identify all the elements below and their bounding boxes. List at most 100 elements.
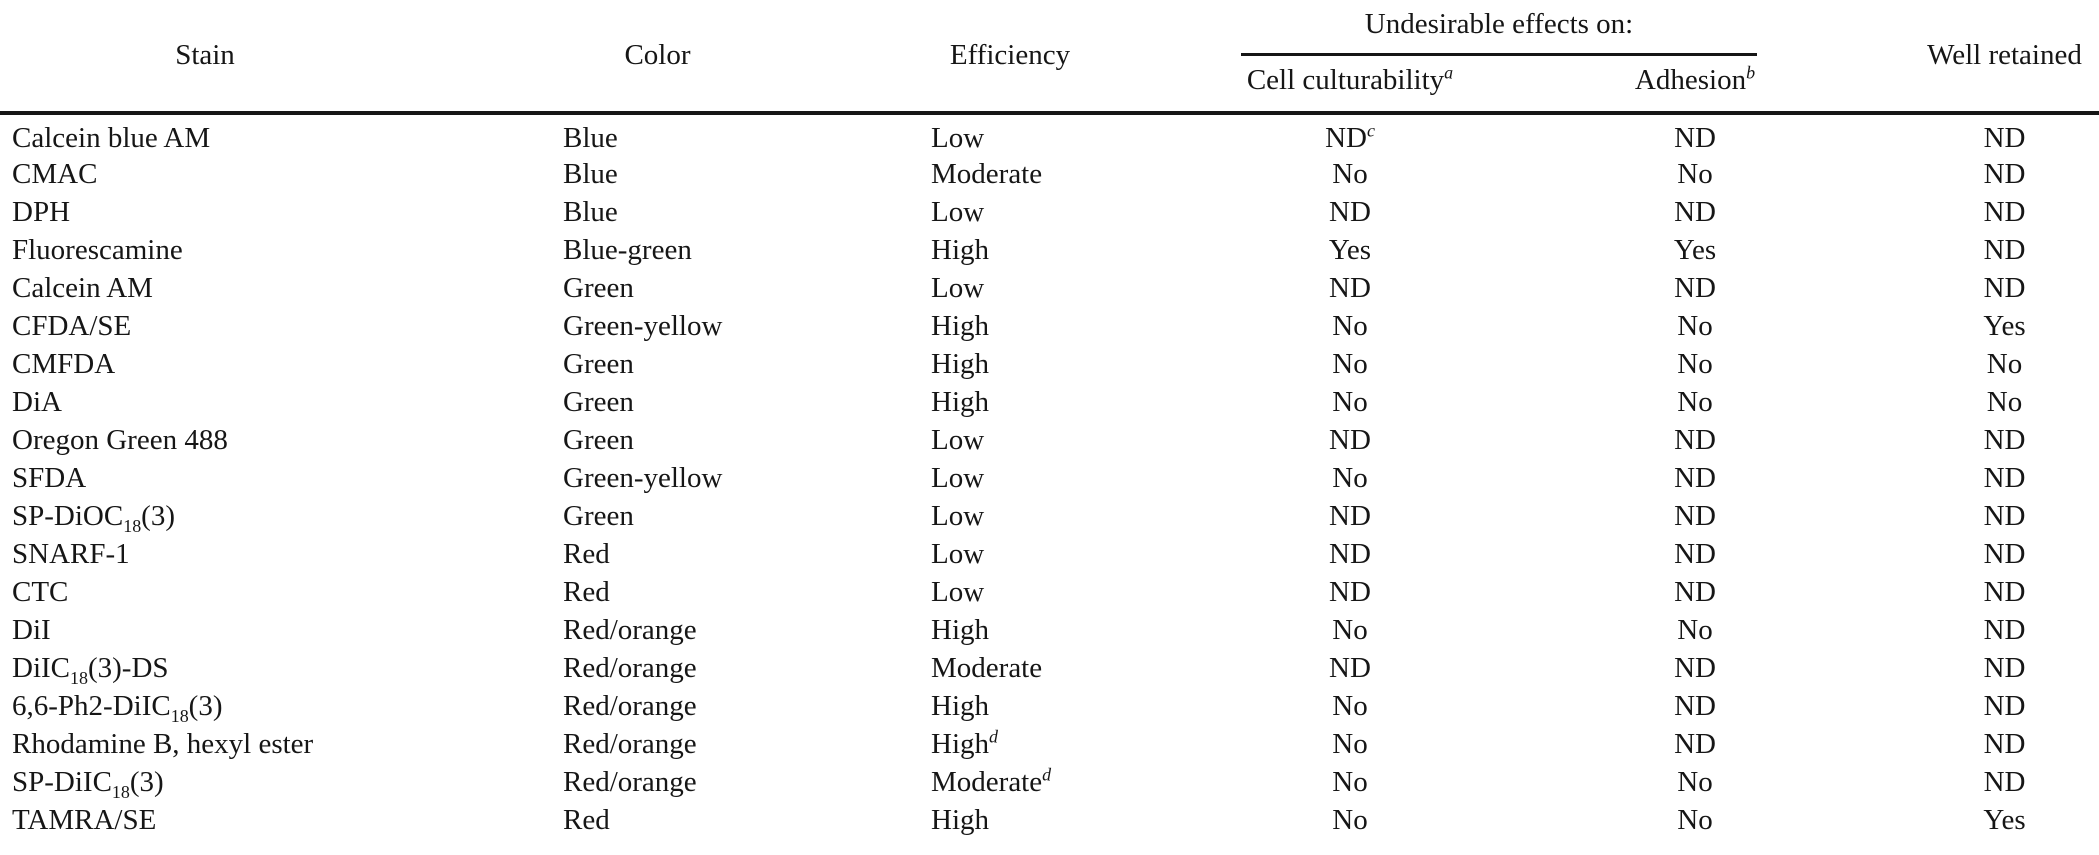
table-row: Rhodamine B, hexyl ester Red/orange Highd N…	[0, 725, 2099, 763]
cell-adhesion: ND	[1674, 461, 1716, 494]
table-row: DiA Green High No No No	[0, 383, 2099, 421]
col-header-efficiency: Efficiency	[949, 39, 1071, 71]
group-header-rule: Undesirable effects on:	[1241, 2, 1758, 56]
cell-efficiency: High	[931, 309, 989, 342]
cell-well-retained: ND	[1983, 233, 2026, 266]
cell-efficiency: High	[931, 689, 989, 722]
cell-stain: DiA	[12, 385, 62, 418]
cell-color: Red/orange	[563, 613, 697, 646]
cell-color: Green	[563, 499, 634, 532]
cell-color: Green	[563, 347, 634, 380]
cell-cell-culturability: No	[1332, 765, 1368, 798]
cell-color: Blue	[563, 122, 618, 154]
cell-efficiency: Low	[931, 575, 985, 608]
cell-efficiency: Moderated	[931, 763, 1052, 798]
cell-stain: CMFDA	[12, 347, 116, 380]
table-row: Calcein AM Green Low ND ND ND	[0, 269, 2099, 307]
cell-color: Green	[563, 423, 634, 456]
cell-efficiency: Moderate	[931, 651, 1043, 684]
cell-adhesion: No	[1677, 309, 1713, 342]
cell-adhesion: ND	[1674, 271, 1716, 304]
table-row: SFDA Green-yellow Low No ND ND	[0, 459, 2099, 497]
cell-cell-culturability: No	[1332, 347, 1368, 380]
cell-adhesion: ND	[1674, 499, 1716, 532]
cell-stain: CMAC	[12, 157, 98, 190]
cell-stain: DPH	[12, 195, 71, 228]
cell-adhesion: No	[1677, 385, 1713, 418]
cell-cell-culturability: ND	[1329, 575, 1371, 608]
group-header-label: Undesirable effects on:	[1364, 8, 1634, 40]
cell-color: Red/orange	[563, 651, 697, 684]
cell-cell-culturability: NDc	[1325, 120, 1375, 154]
cell-cell-culturability: No	[1332, 309, 1368, 342]
table-row: CMAC Blue Moderate No No ND	[0, 155, 2099, 193]
cell-efficiency: Moderate	[931, 157, 1043, 190]
cell-stain: Rhodamine B, hexyl ester	[12, 727, 314, 760]
cell-cell-culturability: No	[1332, 385, 1368, 418]
cell-adhesion: ND	[1674, 575, 1716, 608]
table-row: 6,6-Ph2-DiIC18(3) Red/orange High No ND ND	[0, 687, 2099, 725]
col-header-cell-culturability: Cell culturabilitya	[1246, 62, 1454, 96]
cell-adhesion: No	[1677, 347, 1713, 380]
cell-stain: Calcein blue AM	[12, 122, 211, 154]
cell-cell-culturability: No	[1332, 613, 1368, 646]
cell-stain: Calcein AM	[12, 271, 153, 304]
cell-well-retained: ND	[1983, 613, 2026, 646]
header-row-sub: Cell culturabilitya Adhesionb	[0, 56, 2099, 113]
cell-cell-culturability: ND	[1329, 537, 1371, 570]
cell-well-retained: Yes	[1983, 309, 2026, 342]
cell-adhesion: Yes	[1673, 233, 1717, 266]
cell-cell-culturability: ND	[1329, 423, 1371, 456]
cell-adhesion: ND	[1674, 727, 1716, 760]
cell-adhesion: ND	[1674, 537, 1716, 570]
table-row: CFDA/SE Green-yellow High No No Yes	[0, 307, 2099, 345]
cell-well-retained: ND	[1983, 195, 2026, 228]
col-header-color: Color	[624, 39, 691, 71]
cell-well-retained: ND	[1983, 651, 2026, 684]
cell-color: Red	[563, 803, 610, 836]
cell-stain: SNARF-1	[12, 537, 130, 570]
cell-color: Green	[563, 385, 634, 418]
cell-stain: CFDA/SE	[12, 309, 132, 342]
cell-color: Blue-green	[563, 233, 692, 266]
cell-cell-culturability: ND	[1329, 651, 1371, 684]
cell-adhesion: ND	[1674, 122, 1716, 154]
table-row: DiIC18(3)-DS Red/orange Moderate ND ND ND	[0, 649, 2099, 687]
cell-cell-culturability: No	[1332, 157, 1368, 190]
table-row: CMFDA Green High No No No	[0, 345, 2099, 383]
col-header-group-undesirable-effects: Undesirable effects on:	[1235, 0, 1830, 56]
cell-well-retained: Yes	[1983, 803, 2026, 836]
table-row: CTC Red Low ND ND ND	[0, 573, 2099, 611]
cell-efficiency: Low	[931, 195, 985, 228]
table-row: Fluorescamine Blue-green High Yes Yes ND	[0, 231, 2099, 269]
cell-well-retained: ND	[1983, 765, 2026, 798]
cell-color: Red	[563, 537, 610, 570]
cell-efficiency: High	[931, 385, 989, 418]
cell-color: Red/orange	[563, 689, 697, 722]
table-row: Oregon Green 488 Green Low ND ND ND	[0, 421, 2099, 459]
cell-adhesion: ND	[1674, 195, 1716, 228]
cell-color: Green	[563, 271, 634, 304]
cell-cell-culturability: ND	[1329, 499, 1371, 532]
cell-color: Red/orange	[563, 765, 697, 798]
cell-color: Green-yellow	[563, 461, 723, 494]
table-body: Calcein blue AM Blue Low NDc ND ND CMAC Blue Mod…	[0, 113, 2099, 839]
cell-efficiency: High	[931, 613, 989, 646]
table-row: DiI Red/orange High No No ND	[0, 611, 2099, 649]
cell-adhesion: No	[1677, 157, 1713, 190]
cell-adhesion: No	[1677, 613, 1713, 646]
cell-color: Red	[563, 575, 610, 608]
cell-stain: Oregon Green 488	[12, 423, 228, 456]
cell-cell-culturability: ND	[1329, 271, 1371, 304]
cell-efficiency: Low	[931, 499, 985, 532]
cell-color: Blue	[563, 157, 618, 190]
col-header-stain: Stain	[175, 39, 235, 71]
header-row-top: Stain Color Efficiency Undesirable effec…	[0, 0, 2099, 71]
cell-cell-culturability: No	[1332, 461, 1368, 494]
table-row: SP-DiIC18(3) Red/orange Moderated No No ND	[0, 763, 2099, 801]
cell-stain: 6,6-Ph2-DiIC18(3)	[12, 689, 223, 726]
cell-well-retained: ND	[1983, 461, 2026, 494]
cell-color: Green-yellow	[563, 309, 723, 342]
cell-stain: CTC	[12, 575, 69, 608]
cell-well-retained: ND	[1983, 499, 2026, 532]
